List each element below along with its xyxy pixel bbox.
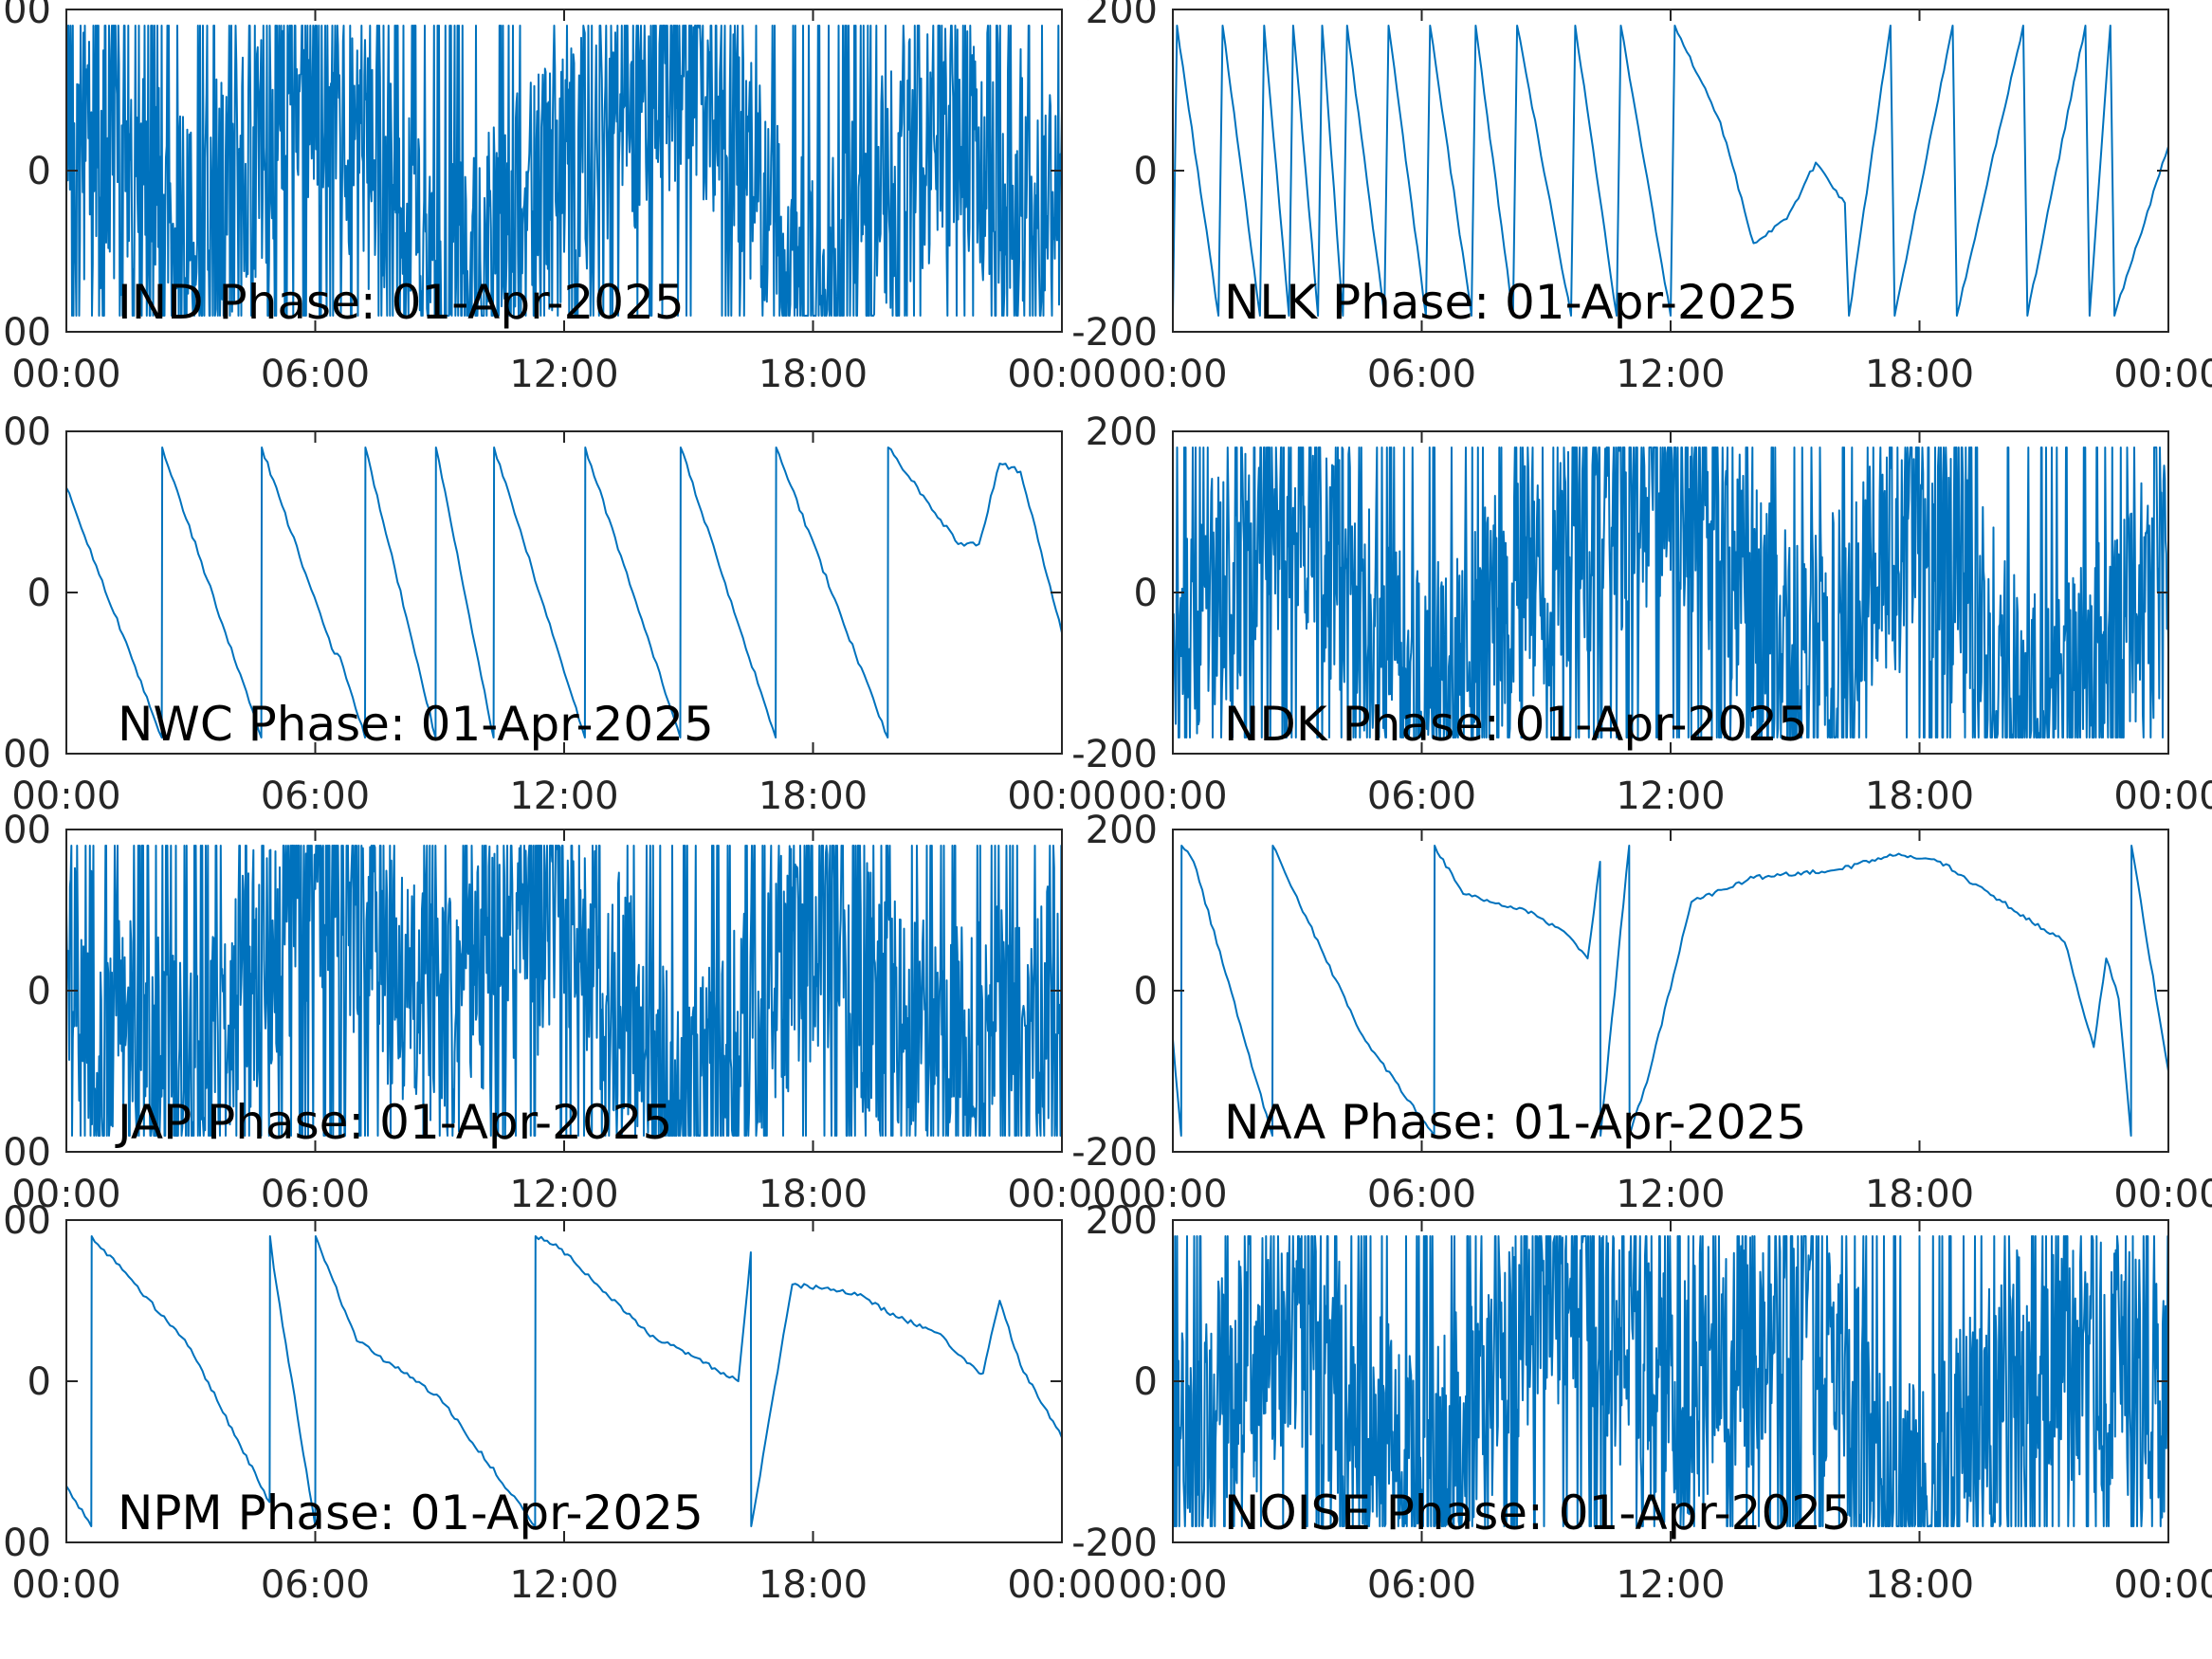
x-tick-label: 00:00 <box>1118 353 1227 396</box>
x-tick-label: 00:00 <box>11 1563 120 1607</box>
x-tick-label: 06:00 <box>261 1173 370 1216</box>
y-tick-label: -200 <box>1071 1522 1158 1565</box>
y-tick-label: 200 <box>1086 1199 1158 1243</box>
x-tick-label: 00:00 <box>11 775 120 818</box>
x-tick-label: 06:00 <box>1367 775 1476 818</box>
x-tick-label: 18:00 <box>759 353 868 396</box>
y-tick-label: -200 <box>1071 733 1158 776</box>
x-tick-label: 18:00 <box>759 1173 868 1216</box>
x-tick-label: 18:00 <box>1865 775 1974 818</box>
x-tick-label: 12:00 <box>509 353 618 396</box>
x-tick-label: 00:00 <box>1118 775 1227 818</box>
x-tick-label: 18:00 <box>759 775 868 818</box>
x-tick-label: 12:00 <box>1616 775 1725 818</box>
x-tick-label: 00:00 <box>1118 1563 1227 1607</box>
x-tick-label: 18:00 <box>1865 1173 1974 1216</box>
phase-trace-ndk <box>1172 447 2169 738</box>
panel-title: JAP Phase: 01-Apr-2025 <box>115 1095 672 1150</box>
x-tick-label: 00:00 <box>1007 775 1116 818</box>
y-tick-label: 200 <box>1086 0 1158 32</box>
y-tick-label: 200 <box>0 410 51 454</box>
y-tick-label: -200 <box>1071 311 1158 355</box>
x-tick-label: 12:00 <box>1616 1173 1725 1216</box>
x-tick-label: 06:00 <box>1367 1563 1476 1607</box>
panel-title: NOISE Phase: 01-Apr-2025 <box>1224 1486 1852 1540</box>
y-tick-label: 0 <box>1134 150 1158 193</box>
x-tick-label: 06:00 <box>261 775 370 818</box>
x-tick-label: 00:00 <box>2113 1173 2212 1216</box>
y-tick-label: 200 <box>1086 809 1158 852</box>
phase-trace-nwc <box>65 447 1063 738</box>
y-tick-label: 200 <box>0 809 51 852</box>
x-tick-label: 06:00 <box>261 1563 370 1607</box>
x-tick-label: 12:00 <box>1616 1563 1725 1607</box>
y-tick-label: 0 <box>27 150 51 193</box>
panel-title: IND Phase: 01-Apr-2025 <box>118 275 685 330</box>
y-tick-label: 0 <box>27 572 51 615</box>
y-tick-label: 200 <box>0 0 51 32</box>
phase-trace-nlk <box>1172 25 2169 317</box>
x-tick-label: 18:00 <box>759 1563 868 1607</box>
panel-title: NDK Phase: 01-Apr-2025 <box>1224 697 1808 752</box>
x-tick-label: 00:00 <box>2113 1563 2212 1607</box>
y-tick-label: 0 <box>27 970 51 1013</box>
y-tick-label: -200 <box>0 1522 51 1565</box>
plot-area <box>66 1220 1062 1542</box>
x-tick-label: 12:00 <box>509 1173 618 1216</box>
x-tick-label: 18:00 <box>1865 1563 1974 1607</box>
y-tick-label: -200 <box>1071 1131 1158 1175</box>
y-tick-label: 0 <box>1134 572 1158 615</box>
x-tick-label: 06:00 <box>1367 353 1476 396</box>
y-tick-label: 0 <box>27 1360 51 1404</box>
x-tick-label: 06:00 <box>1367 1173 1476 1216</box>
x-tick-label: 12:00 <box>509 775 618 818</box>
x-tick-label: 00:00 <box>1007 1563 1116 1607</box>
x-tick-label: 00:00 <box>11 353 120 396</box>
y-tick-label: 200 <box>0 1199 51 1243</box>
y-tick-label: 0 <box>1134 970 1158 1013</box>
y-tick-label: 0 <box>1134 1360 1158 1404</box>
panel-title: NLK Phase: 01-Apr-2025 <box>1224 275 1798 330</box>
x-tick-label: 18:00 <box>1865 353 1974 396</box>
x-tick-label: 12:00 <box>509 1563 618 1607</box>
x-tick-label: 06:00 <box>261 353 370 396</box>
panel-title: NPM Phase: 01-Apr-2025 <box>118 1486 704 1540</box>
phase-trace-noise <box>1172 1235 2169 1527</box>
phase-trace-npm <box>65 1235 1063 1527</box>
phase-trace-naa <box>1172 845 2169 1137</box>
y-tick-label: -200 <box>0 733 51 776</box>
x-tick-label: 00:00 <box>11 1173 120 1216</box>
plot-area <box>66 431 1062 754</box>
panel-title: NAA Phase: 01-Apr-2025 <box>1224 1095 1806 1150</box>
y-tick-label: 200 <box>1086 410 1158 454</box>
x-tick-label: 00:00 <box>1007 353 1116 396</box>
y-tick-label: -200 <box>0 1131 51 1175</box>
x-tick-label: 00:00 <box>2113 353 2212 396</box>
x-tick-label: 00:00 <box>1118 1173 1227 1216</box>
x-tick-label: 00:00 <box>2113 775 2212 818</box>
x-tick-label: 12:00 <box>1616 353 1725 396</box>
panel-title: NWC Phase: 01-Apr-2025 <box>118 697 714 752</box>
y-tick-label: -200 <box>0 311 51 355</box>
x-tick-label: 00:00 <box>1007 1173 1116 1216</box>
phase-trace-ind <box>65 25 1063 317</box>
phase-trace-jap <box>65 845 1063 1137</box>
